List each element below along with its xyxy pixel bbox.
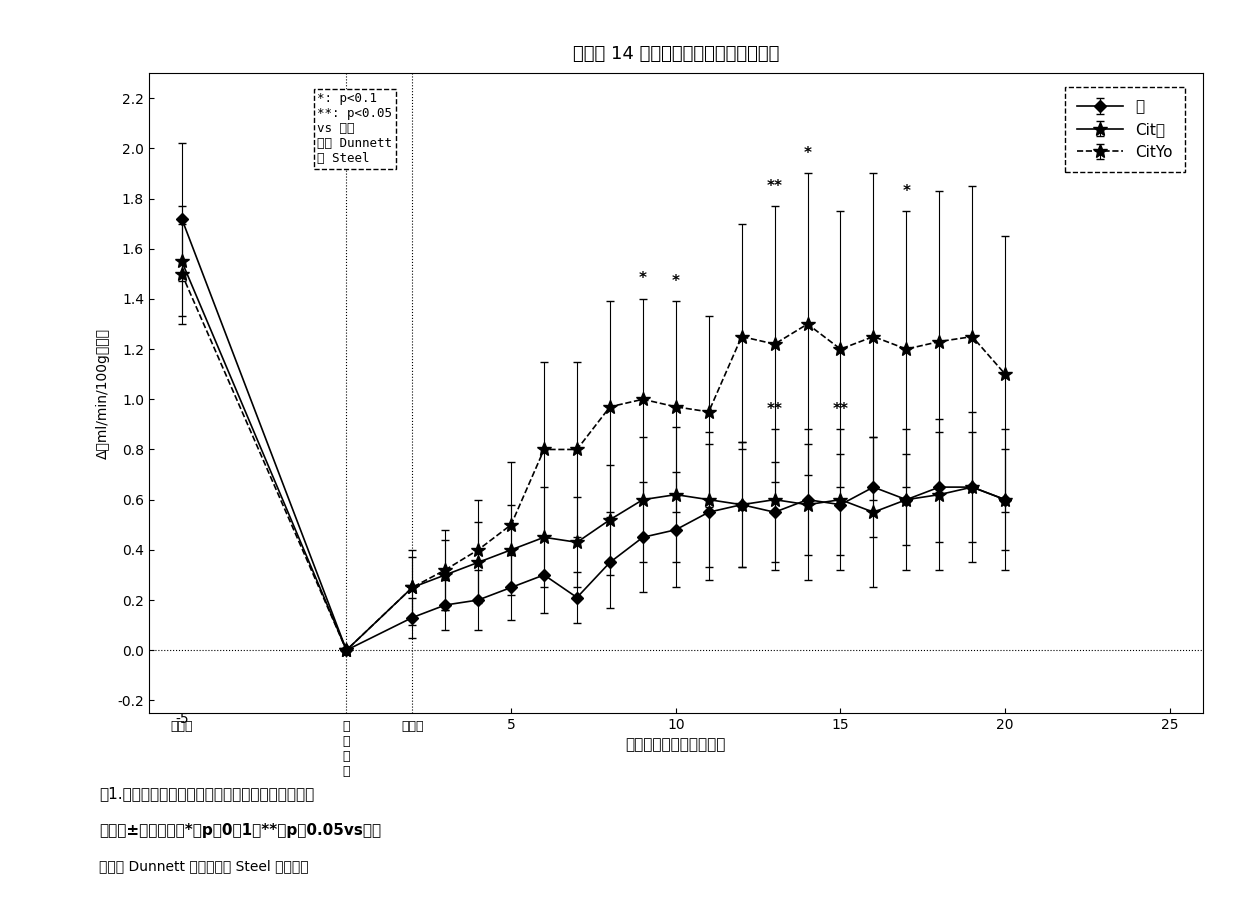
Text: 平均値±标准误差　*：p＜0、1、**：p＜0.05vs水群: 平均値±标准误差 *：p＜0、1、**：p＜0.05vs水群: [99, 823, 382, 837]
X-axis label: 冷水负荷后的时间（分）: 冷水负荷后的时间（分）: [626, 738, 725, 752]
Text: -5: -5: [175, 712, 188, 726]
Text: 冷
水
负
荷: 冷 水 负 荷: [342, 720, 350, 779]
Text: *: p<0.1
**: p<0.05
vs 水群
通过 Dunnett
或 Steel: *: p<0.1 **: p<0.05 vs 水群 通过 Dunnett 或 S…: [317, 92, 392, 165]
Text: **: **: [832, 402, 848, 417]
Y-axis label: Δ（ml/min/100g组织）: Δ（ml/min/100g组织）: [97, 327, 110, 459]
Text: *: *: [903, 184, 910, 198]
Title: 试验第 14 日冷水负荷前后的血流变化量: 试验第 14 日冷水负荷前后的血流变化量: [573, 45, 779, 63]
Text: **: **: [766, 402, 782, 417]
Text: 借助于 Dunnett 多重检定或 Steel 多重检定: 借助于 Dunnett 多重检定或 Steel 多重检定: [99, 859, 309, 873]
Text: 负荷前: 负荷前: [170, 720, 193, 733]
Text: **: **: [766, 178, 782, 194]
Text: 图1.试验结束时的冷水负荷前后的血流变化量的推移: 图1.试验结束时的冷水负荷前后的血流变化量的推移: [99, 786, 315, 801]
Legend: 水, Cit水, CitYo: 水, Cit水, CitYo: [1065, 87, 1184, 172]
Text: 负荷后: 负荷后: [401, 720, 424, 733]
Text: *: *: [672, 274, 680, 289]
Text: *: *: [804, 146, 811, 161]
Text: *: *: [639, 271, 647, 286]
